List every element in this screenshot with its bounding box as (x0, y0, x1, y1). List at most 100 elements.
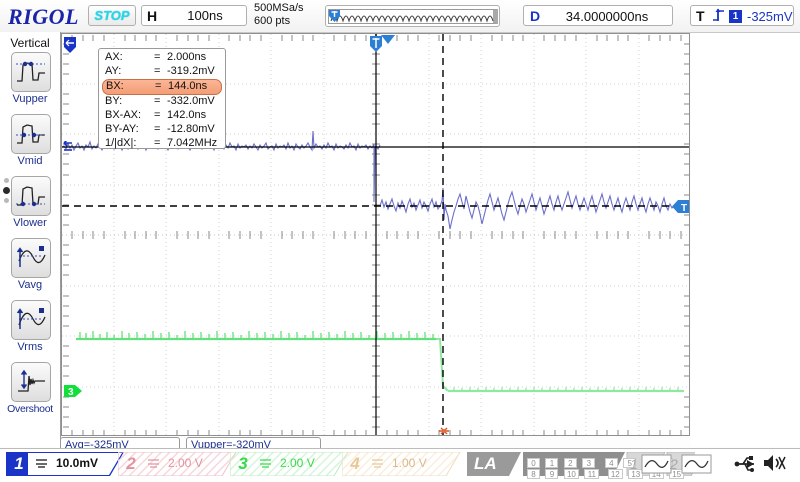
digital-channel[interactable]: 3 (582, 458, 596, 468)
channel-4-scale: 1.00 V (392, 456, 427, 470)
trigger-direction-arrow-icon (381, 35, 395, 44)
trigger-position-marker-icon (329, 10, 340, 22)
trigger-source-badge: 1 (729, 10, 742, 23)
sidebar-item-vrms[interactable]: Vrms (0, 298, 60, 360)
channel-1-scale: 10.0mV (56, 456, 99, 470)
measurement-key: 1/|dX|: (105, 137, 137, 149)
svg-text:T: T (681, 203, 687, 214)
vlower-waveform-icon (11, 176, 51, 216)
scroll-dot (4, 198, 9, 203)
measurement-key: BX: (106, 80, 124, 92)
menu-title: Vertical (10, 36, 50, 50)
channel-2-tag[interactable]: 2 2.00 V (118, 452, 240, 476)
digital-channel[interactable]: 10 (563, 469, 579, 479)
digital-channel[interactable]: 15 (669, 469, 685, 479)
measurement-value: -332.0mV (167, 95, 215, 107)
rising-edge-icon (713, 8, 724, 21)
digital-channel[interactable]: 8 (527, 469, 540, 479)
dc-coupling-icon (36, 459, 47, 468)
digital-channel[interactable]: 12 (607, 469, 623, 479)
trigger-level-value: -325mV (747, 9, 793, 24)
vertical-measure-menu: Vertical Vupper Vmi (0, 32, 61, 447)
measurement-key: BX-AX: (105, 109, 142, 121)
digital-channel[interactable]: 2 (563, 458, 577, 468)
digital-channel[interactable]: 11 (584, 469, 600, 479)
run-state-label: STOP (94, 8, 130, 23)
channel-2-number: 2 (126, 454, 136, 473)
digital-channel[interactable]: 1 (545, 458, 559, 468)
measurement-value: 144.0ns (168, 80, 208, 92)
sine-wave-icon[interactable] (641, 454, 673, 474)
trigger-info-box[interactable]: T 1 -325mV (690, 5, 794, 26)
ch1-ground-marker[interactable] (63, 36, 77, 54)
digital-channel[interactable]: 13 (628, 469, 644, 479)
sidebar-item-vavg[interactable]: Vavg (0, 236, 60, 298)
measurement-key: AY: (105, 65, 122, 77)
sidebar-item-vlower[interactable]: Vlower (0, 174, 60, 236)
vupper-waveform-icon (11, 52, 51, 92)
measurement-value: -12.80mV (167, 123, 215, 135)
ch3-ground-marker[interactable]: 3 (63, 384, 83, 398)
dc-coupling-icon (372, 459, 383, 468)
sidebar-item-label: Vrms (17, 341, 43, 353)
channel-4-tag[interactable]: 4 1.00 V (342, 452, 464, 476)
sine-wave-icon[interactable] (681, 454, 713, 474)
dc-coupling-icon (260, 459, 271, 468)
menu-scroll-dots (3, 174, 11, 214)
memory-depth-value: 600 pts (254, 15, 291, 27)
measurement-row: BY: = -332.0mV (99, 95, 225, 109)
horizontal-scale-box[interactable]: H 100ns (141, 5, 247, 26)
measurement-value: 7.042MHz (167, 137, 218, 149)
delay-value-box[interactable]: D 34.0000000ns (523, 5, 673, 26)
math-channel-2-label: 2 (670, 456, 678, 472)
vrms-waveform-icon (11, 300, 51, 340)
delay-value: 34.0000000ns (565, 9, 649, 24)
speaker-muted-icon[interactable] (762, 453, 788, 473)
digital-channel[interactable]: 5 (623, 458, 637, 468)
ch3-waveform-trace (76, 331, 684, 393)
measurement-row-selected[interactable]: BX: = 144.0ns (102, 79, 222, 95)
usb-icon[interactable] (734, 455, 758, 473)
sidebar-item-label: Vavg (17, 279, 43, 291)
sidebar-item-label: Vmid (17, 155, 43, 167)
channel-1-tag[interactable]: 1 10.0mV (6, 452, 128, 476)
sample-rate-info: 500MSa/s 600 pts (254, 2, 304, 28)
horizontal-icon: H (147, 8, 158, 24)
measurement-value: -319.2mV (167, 65, 215, 77)
ch1-waveform-trace-right (379, 187, 689, 230)
measurement-equals: = (154, 95, 161, 107)
top-status-bar: RIGOL STOP H 100ns 500MSa/s 600 pts D (0, 0, 800, 33)
digital-channel[interactable]: 9 (545, 469, 559, 479)
measurement-key: BY: (105, 95, 123, 107)
channel-3-tag[interactable]: 3 2.00 V (230, 452, 352, 476)
channel-3-scale: 2.00 V (280, 456, 315, 470)
measurement-key: AX: (105, 51, 123, 63)
trigger-position-marker[interactable] (369, 35, 383, 53)
cursor-b-handle[interactable] (436, 426, 452, 436)
vavg-waveform-icon (11, 238, 51, 278)
channel-2-scale: 2.00 V (168, 456, 203, 470)
dc-coupling-icon (148, 459, 159, 468)
measurement-row: 1/|dX|: = 7.042MHz (99, 137, 225, 151)
digital-channel[interactable]: 4 (604, 458, 618, 468)
memory-waveform-preview[interactable] (325, 5, 500, 27)
sample-rate-value: 500MSa/s (254, 2, 304, 14)
run-state-badge[interactable]: STOP (88, 5, 136, 26)
memory-waveform-icon (330, 15, 494, 23)
scroll-dot (4, 178, 9, 183)
measurement-equals: = (154, 109, 161, 121)
horizontal-scale-value: 100ns (166, 8, 244, 23)
measurement-key: BY-AY: (105, 123, 139, 135)
measurement-row: BX-AX: = 142.0ns (99, 109, 225, 123)
sidebar-item-vmid[interactable]: Vmid (0, 112, 60, 174)
sidebar-item-label: Overshoot (7, 403, 53, 415)
measurement-equals: = (154, 51, 161, 63)
sidebar-item-vupper[interactable]: Vupper (0, 50, 60, 112)
la-digital-bottom-row[interactable]: 8 9 10 11 12 13 14 15 (527, 464, 685, 482)
sidebar-item-overshoot[interactable]: Overshoot (0, 360, 60, 422)
trigger-level-marker[interactable]: T (671, 199, 690, 214)
ch1-level-marker[interactable] (62, 141, 74, 153)
digital-channel[interactable]: 0 (527, 458, 540, 468)
cursor-measurement-panel[interactable]: AX: = 2.000ns AY: = -319.2mV BX: = 144.0… (98, 48, 226, 149)
channel-3-number: 3 (238, 454, 248, 473)
